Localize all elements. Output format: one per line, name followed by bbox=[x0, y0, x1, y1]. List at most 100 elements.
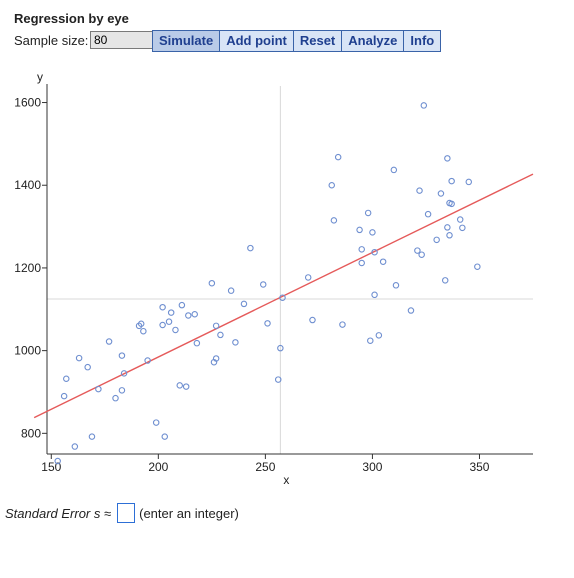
data-point[interactable] bbox=[448, 177, 455, 185]
data-point[interactable] bbox=[358, 259, 365, 267]
data-point[interactable] bbox=[444, 155, 451, 162]
data-point[interactable] bbox=[448, 200, 455, 208]
data-point[interactable] bbox=[259, 281, 267, 288]
y-tick-label: 1000 bbox=[14, 344, 41, 358]
x-tick-label: 350 bbox=[469, 460, 489, 474]
x-axis-label: x bbox=[283, 473, 289, 487]
x-tick-label: 200 bbox=[148, 460, 168, 474]
data-point[interactable] bbox=[120, 370, 128, 377]
simulate-button[interactable]: Simulate bbox=[153, 31, 221, 51]
data-point[interactable] bbox=[112, 394, 119, 402]
standard-error-input[interactable] bbox=[117, 503, 136, 523]
data-point[interactable] bbox=[137, 320, 145, 328]
reset-button[interactable]: Reset bbox=[293, 31, 343, 51]
data-point[interactable] bbox=[407, 307, 415, 314]
data-point[interactable] bbox=[444, 224, 451, 231]
data-point[interactable] bbox=[176, 382, 183, 389]
data-point[interactable] bbox=[185, 312, 192, 319]
data-point[interactable] bbox=[390, 166, 398, 174]
data-point[interactable] bbox=[71, 443, 79, 450]
data-point[interactable] bbox=[152, 419, 160, 426]
data-point[interactable] bbox=[75, 354, 83, 362]
data-point[interactable] bbox=[140, 327, 147, 335]
data-point[interactable] bbox=[182, 383, 190, 390]
data-point[interactable] bbox=[274, 376, 282, 383]
data-point[interactable] bbox=[309, 316, 316, 324]
data-point[interactable] bbox=[375, 332, 383, 339]
data-point[interactable] bbox=[88, 433, 96, 440]
data-point[interactable] bbox=[358, 246, 365, 253]
points-group[interactable] bbox=[54, 102, 481, 465]
data-point[interactable] bbox=[446, 232, 453, 239]
data-point[interactable] bbox=[420, 102, 428, 109]
regression-line-group[interactable] bbox=[33, 173, 534, 419]
data-point[interactable] bbox=[414, 247, 421, 254]
data-point[interactable] bbox=[339, 321, 346, 328]
data-point[interactable] bbox=[418, 251, 425, 258]
data-point[interactable] bbox=[364, 209, 372, 217]
data-point[interactable] bbox=[379, 258, 387, 265]
data-point[interactable] bbox=[334, 153, 342, 161]
data-point[interactable] bbox=[416, 187, 423, 194]
crosshair bbox=[47, 86, 533, 454]
axes: 150 200 250 300 350 800 1000 1200 1400 1600 bbox=[14, 84, 533, 474]
data-point[interactable] bbox=[54, 457, 61, 465]
data-point[interactable] bbox=[105, 338, 113, 345]
data-point[interactable] bbox=[84, 363, 91, 371]
integer-hint: (enter an integer) bbox=[139, 505, 239, 521]
data-point[interactable] bbox=[392, 282, 400, 289]
x-tick-label: 150 bbox=[41, 460, 61, 474]
data-point[interactable] bbox=[178, 301, 186, 309]
data-point[interactable] bbox=[367, 337, 374, 344]
data-point[interactable] bbox=[165, 318, 173, 325]
info-button[interactable]: Info bbox=[404, 31, 441, 51]
data-point[interactable] bbox=[465, 178, 473, 186]
data-point[interactable] bbox=[371, 248, 378, 256]
data-point[interactable] bbox=[232, 339, 239, 346]
data-point[interactable] bbox=[172, 326, 179, 334]
sample-size-input[interactable] bbox=[90, 31, 154, 49]
data-point[interactable] bbox=[191, 310, 198, 318]
data-point[interactable] bbox=[193, 339, 201, 347]
data-point[interactable] bbox=[433, 236, 440, 244]
data-point[interactable] bbox=[118, 352, 126, 359]
y-tick-label: 800 bbox=[21, 426, 41, 440]
data-point[interactable] bbox=[227, 287, 235, 294]
regression-line[interactable] bbox=[33, 173, 534, 419]
data-point[interactable] bbox=[159, 303, 166, 311]
data-point[interactable] bbox=[304, 274, 312, 281]
data-point[interactable] bbox=[95, 385, 102, 393]
data-point[interactable] bbox=[212, 355, 220, 362]
data-point[interactable] bbox=[264, 320, 271, 327]
data-point[interactable] bbox=[144, 357, 151, 364]
data-point[interactable] bbox=[240, 300, 248, 308]
data-point[interactable] bbox=[118, 387, 126, 394]
data-point[interactable] bbox=[424, 210, 432, 218]
app-title: Regression by eye bbox=[14, 11, 129, 26]
data-point[interactable] bbox=[277, 344, 284, 352]
scatter-plot[interactable]: 150 200 250 300 350 800 1000 1200 1400 1600 x y bbox=[0, 70, 574, 490]
data-point[interactable] bbox=[330, 217, 338, 224]
data-point[interactable] bbox=[208, 279, 216, 287]
data-point[interactable] bbox=[328, 181, 335, 189]
data-point[interactable] bbox=[63, 375, 70, 382]
data-point[interactable] bbox=[159, 321, 166, 329]
data-point[interactable] bbox=[474, 263, 481, 270]
data-point[interactable] bbox=[437, 190, 445, 197]
data-point[interactable] bbox=[167, 309, 175, 316]
data-point[interactable] bbox=[247, 244, 254, 252]
y-tick-label: 1400 bbox=[14, 178, 41, 192]
data-point[interactable] bbox=[212, 322, 220, 330]
data-point[interactable] bbox=[161, 433, 169, 440]
add-point-button[interactable]: Add point bbox=[220, 31, 294, 51]
data-point[interactable] bbox=[441, 277, 449, 284]
data-point[interactable] bbox=[356, 226, 363, 234]
analyze-button[interactable]: Analyze bbox=[342, 31, 405, 51]
data-point[interactable] bbox=[371, 291, 378, 299]
data-point[interactable] bbox=[456, 216, 464, 223]
data-point[interactable] bbox=[459, 224, 466, 232]
data-point[interactable] bbox=[369, 229, 376, 236]
data-point[interactable] bbox=[60, 392, 68, 400]
data-point[interactable] bbox=[217, 331, 224, 339]
data-point[interactable] bbox=[279, 294, 286, 301]
